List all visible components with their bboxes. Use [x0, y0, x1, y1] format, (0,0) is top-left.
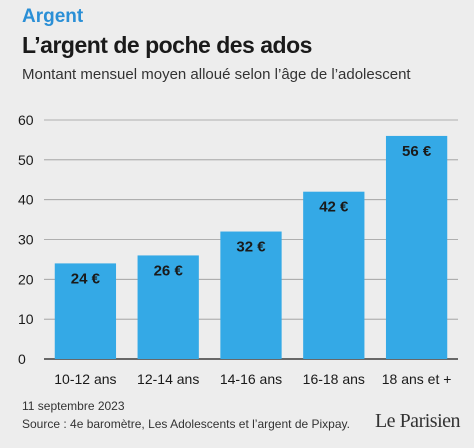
bar-value-label: 56 € [402, 143, 432, 160]
footer-date: 11 septembre 2023 [22, 399, 125, 413]
x-tick-label: 14-16 ans [220, 371, 282, 387]
bar [137, 255, 199, 359]
chart-subtitle: Montant mensuel moyen alloué selon l’âge… [22, 66, 411, 83]
bar-value-label: 42 € [319, 199, 349, 216]
x-tick-label: 18 ans et + [382, 371, 452, 387]
y-tick-label: 10 [18, 311, 34, 327]
bar-value-label: 32 € [236, 239, 266, 256]
y-tick-label: 60 [18, 112, 34, 128]
chart-title: L’argent de poche des ados [22, 32, 312, 58]
bars [54, 135, 448, 359]
x-tick-label: 10-12 ans [54, 371, 116, 387]
x-axis-ticks: 10-12 ans 12-14 ans 14-16 ans 16-18 ans 18 a… [54, 371, 451, 387]
y-tick-label: 20 [18, 271, 34, 287]
y-tick-label: 50 [18, 152, 34, 168]
data-labels: 24 € 26 € 32 € 42 € 56 € [71, 143, 432, 287]
bar [220, 231, 282, 359]
y-tick-label: 40 [18, 192, 34, 208]
y-axis-ticks: 0 10 20 30 40 50 60 [18, 112, 34, 367]
bar [303, 191, 365, 359]
bar [54, 263, 117, 359]
bar-value-label: 24 € [71, 270, 101, 287]
bar-value-label: 26 € [154, 262, 184, 279]
chart-rubric: Argent [22, 6, 84, 27]
footer-source: Source : 4e baromètre, Les Adolescents e… [22, 417, 350, 431]
bar [385, 135, 448, 359]
y-tick-label: 0 [18, 351, 26, 367]
x-tick-label: 12-14 ans [137, 371, 199, 387]
y-tick-label: 30 [18, 232, 34, 248]
x-tick-label: 16-18 ans [303, 371, 365, 387]
le-parisien-logo: Le Parisien [374, 410, 461, 432]
